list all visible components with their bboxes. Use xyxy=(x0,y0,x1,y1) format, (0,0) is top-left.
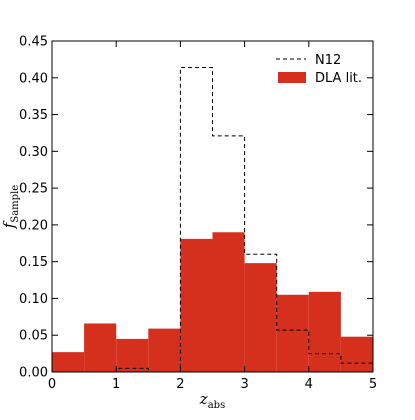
dla-bar xyxy=(52,352,85,372)
y-tick-label: 0.15 xyxy=(19,255,48,270)
dla-bar xyxy=(116,338,149,372)
dla-bar xyxy=(308,291,341,372)
legend-n12-label: N12 xyxy=(315,53,341,68)
x-tick-label: 0 xyxy=(48,377,56,392)
ticks-layer: 0 1 2 3 4 5 0.00 0.05 0.10 0.15 0.20 0.25 0.30 0.35 0.… xyxy=(19,35,377,393)
y-axis-label-main: f xyxy=(0,220,18,229)
y-axis-label: fSample xyxy=(0,185,21,229)
x-tick-label: 5 xyxy=(369,377,377,392)
legend-dla-swatch xyxy=(278,72,306,83)
dla-bar xyxy=(340,336,373,372)
y-tick-label: 0.05 xyxy=(19,329,48,344)
y-tick-label: 0.40 xyxy=(19,71,48,86)
x-tick-label: 1 xyxy=(112,377,120,392)
dla-bar xyxy=(212,232,245,372)
y-tick-label: 0.45 xyxy=(19,35,48,50)
n12-step-layer xyxy=(52,66,374,373)
x-tick-label: 4 xyxy=(305,377,313,392)
y-axis-label-sub: Sample xyxy=(10,185,21,223)
legend: N12 DLA lit. xyxy=(276,53,362,86)
dla-bar xyxy=(276,294,309,372)
dla-bar xyxy=(84,323,117,372)
x-tick-label: 3 xyxy=(240,377,248,392)
plot-frame xyxy=(51,40,374,373)
x-axis-label-main: z xyxy=(199,390,208,408)
y-tick-label: 0.35 xyxy=(19,108,48,123)
y-tick-label: 0.20 xyxy=(19,218,48,233)
dla-bar xyxy=(148,328,181,372)
n12-step-line xyxy=(52,66,374,373)
dla-bars-layer xyxy=(52,232,373,372)
dla-bar xyxy=(180,238,213,372)
y-tick-label: 0.25 xyxy=(19,182,48,197)
x-axis-label: zabs xyxy=(199,390,225,411)
y-tick-label: 0.30 xyxy=(19,145,48,160)
x-tick-label: 2 xyxy=(176,377,184,392)
y-tick-label: 0.10 xyxy=(19,292,48,307)
legend-dla-label: DLA lit. xyxy=(315,71,362,86)
y-tick-label: 0.00 xyxy=(19,366,48,381)
dla-bar xyxy=(244,263,277,372)
x-axis-label-sub: abs xyxy=(208,400,226,411)
